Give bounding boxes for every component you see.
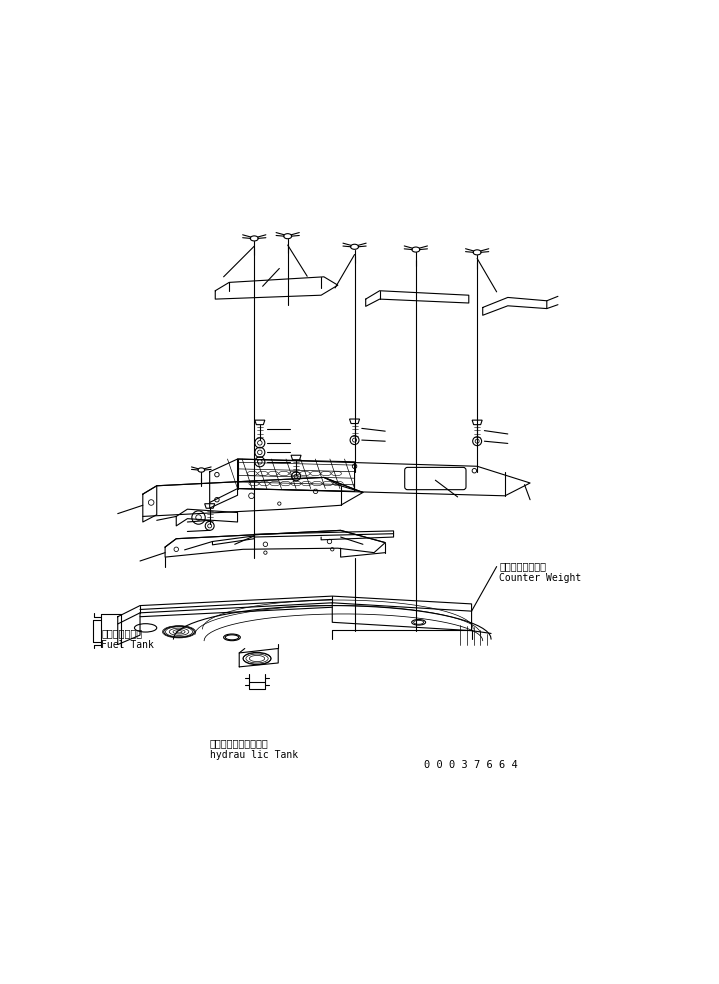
Text: 0 0 0 3 7 6 6 4: 0 0 0 3 7 6 6 4 (424, 760, 518, 769)
Text: フェエルタンク
Fuel Tank: フェエルタンク Fuel Tank (101, 628, 154, 649)
Text: ハイドロリックタンク
hydrau lic Tank: ハイドロリックタンク hydrau lic Tank (210, 738, 298, 760)
Text: カウンタウェイト
Counter Weight: カウンタウェイト Counter Weight (500, 561, 582, 583)
